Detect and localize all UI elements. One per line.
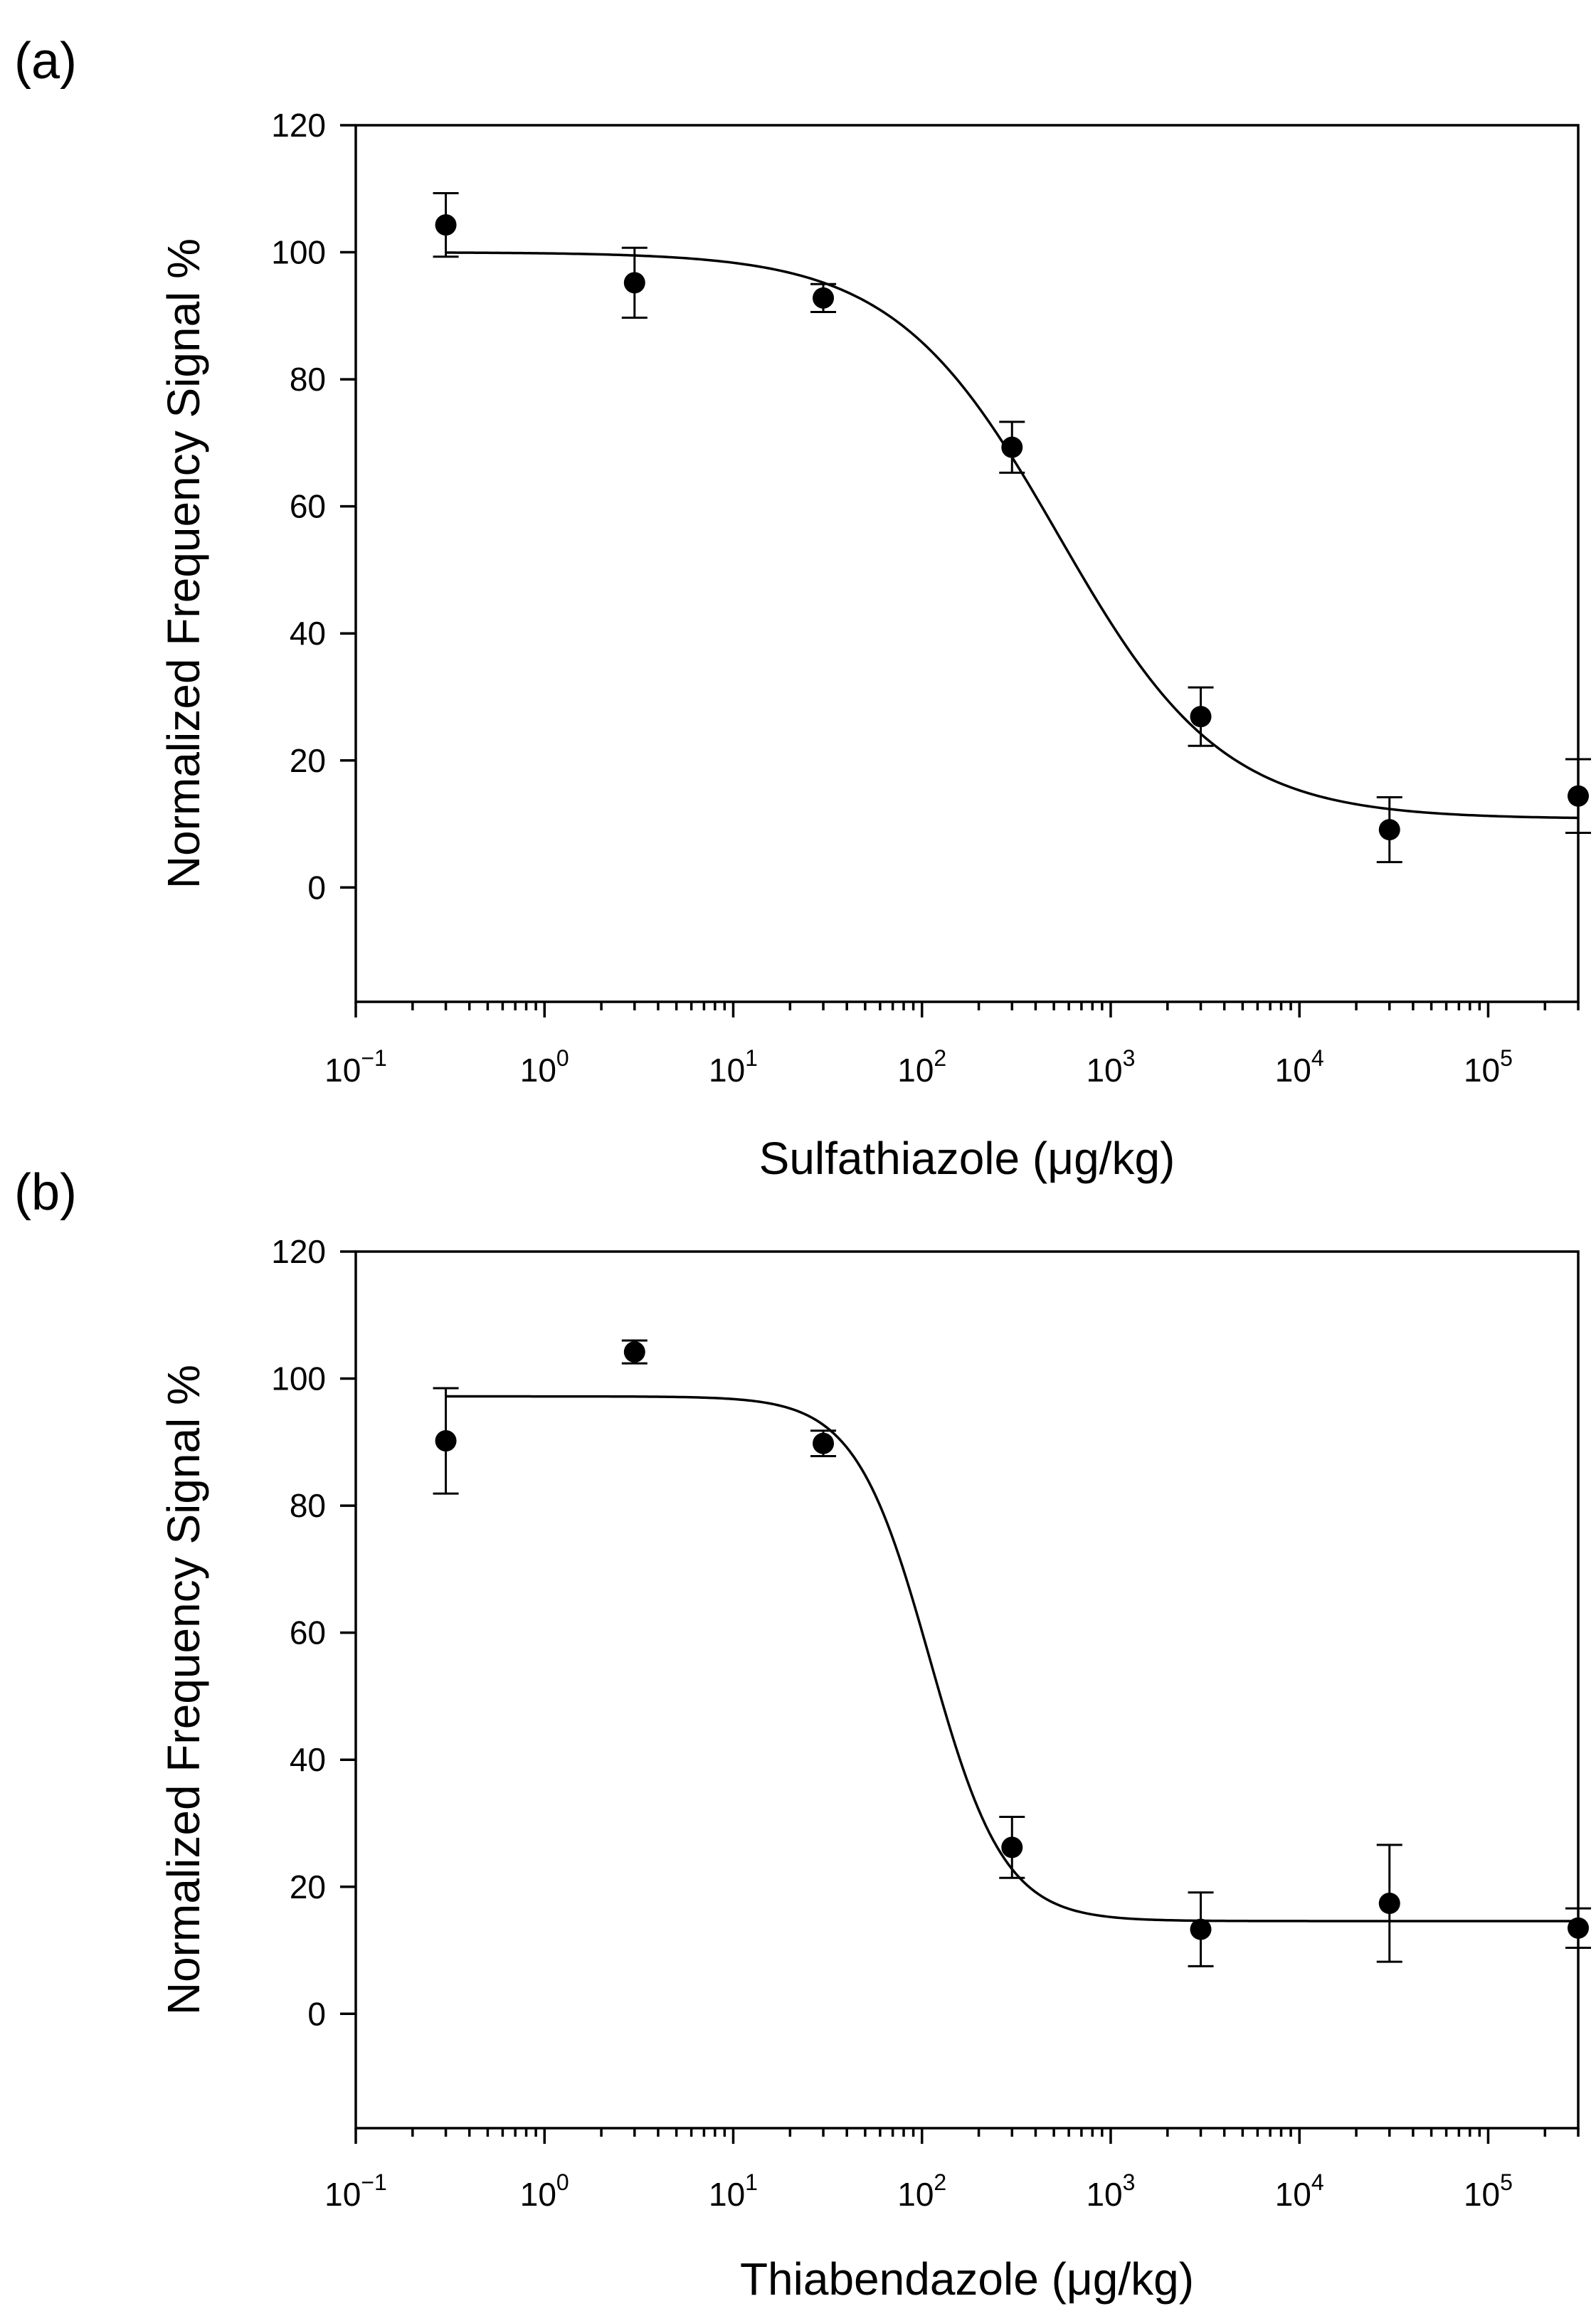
panel-b-plot-frame xyxy=(354,1250,1580,2130)
panel-b-ytick-label: 80 xyxy=(290,1487,326,1524)
panel-a-ytick-label: 120 xyxy=(271,107,326,144)
panel-a-label: (a) xyxy=(14,33,77,90)
panel-b-xtick-label: 104 xyxy=(1275,2169,1324,2213)
panel-a-y-axis-title: Normalized Frequency Signal % xyxy=(158,238,209,889)
panel-a-ytick-label: 80 xyxy=(290,361,326,398)
panel-b-ytick-label: 0 xyxy=(307,1995,326,2032)
panel-b-data-point xyxy=(1001,1836,1023,1858)
panel-b-ytick-label: 40 xyxy=(290,1741,326,1778)
panel-a-xtick-label: 10−1 xyxy=(324,1045,387,1089)
panel-a-xtick-label: 102 xyxy=(897,1045,946,1089)
panel-a-data-point xyxy=(1568,785,1589,807)
panel-a-xtick-label: 105 xyxy=(1464,1045,1513,1089)
panel-b-data-point xyxy=(813,1432,835,1454)
panel-a-fit-curve xyxy=(445,251,1579,820)
panel-b-data-point xyxy=(623,1341,645,1363)
panel-a-plot-frame xyxy=(354,124,1580,1003)
panel-a-data-point xyxy=(435,214,457,236)
panel-a-ytick-label: 60 xyxy=(290,488,326,525)
panel-a-x-axis-title: Sulfathiazole (μg/kg) xyxy=(759,1133,1175,1184)
panel-a-data-point xyxy=(1190,706,1212,728)
panel-b-xtick-label: 101 xyxy=(709,2169,758,2213)
panel-a-ytick-label: 20 xyxy=(290,742,326,779)
panel-a-ytick-label: 40 xyxy=(290,615,326,652)
panel-a-data-point xyxy=(1378,819,1400,841)
panel-b-x-axis-title: Thiabendazole (μg/kg) xyxy=(740,2253,1194,2305)
panel-b-ytick-label: 120 xyxy=(271,1233,326,1270)
panel-b-xtick-label: 10−1 xyxy=(324,2169,387,2213)
panel-b-data-point xyxy=(1190,1918,1212,1940)
panel-a-ytick-label: 0 xyxy=(307,869,326,906)
panel-a: (a) 0 20 40 60 80 100 120 10−1 100 101 102 103 104 105… xyxy=(14,33,1591,1184)
panel-b-data-point xyxy=(1378,1892,1400,1914)
panel-a-data-point xyxy=(813,287,835,309)
panel-a-xtick-label: 103 xyxy=(1086,1045,1135,1089)
panel-b-xtick-label: 100 xyxy=(520,2169,569,2213)
panel-a-ytick-label: 100 xyxy=(271,234,326,271)
panel-b-y-axis-title: Normalized Frequency Signal % xyxy=(158,1365,209,2015)
panel-a-xtick-label: 100 xyxy=(520,1045,569,1089)
panel-a-xtick-label: 101 xyxy=(709,1045,758,1089)
panel-b: (b) 0 20 40 60 80 100 120 10−1 100 101 102 103 104 105… xyxy=(14,1164,1591,2305)
panel-a-data-point xyxy=(623,272,645,294)
panel-b-ytick-label: 20 xyxy=(290,1868,326,1905)
panel-a-xtick-label: 104 xyxy=(1275,1045,1324,1089)
panel-b-ytick-label: 100 xyxy=(271,1360,326,1397)
panel-b-xtick-label: 102 xyxy=(897,2169,946,2213)
panel-a-data-point xyxy=(1001,436,1023,458)
panel-b-ytick-label: 60 xyxy=(290,1614,326,1651)
panel-b-data-point xyxy=(435,1430,457,1452)
panel-b-data-point xyxy=(1568,1917,1589,1939)
panel-b-label: (b) xyxy=(14,1164,77,1221)
panel-b-xtick-label: 103 xyxy=(1086,2169,1135,2213)
panel-b-xtick-label: 105 xyxy=(1464,2169,1513,2213)
